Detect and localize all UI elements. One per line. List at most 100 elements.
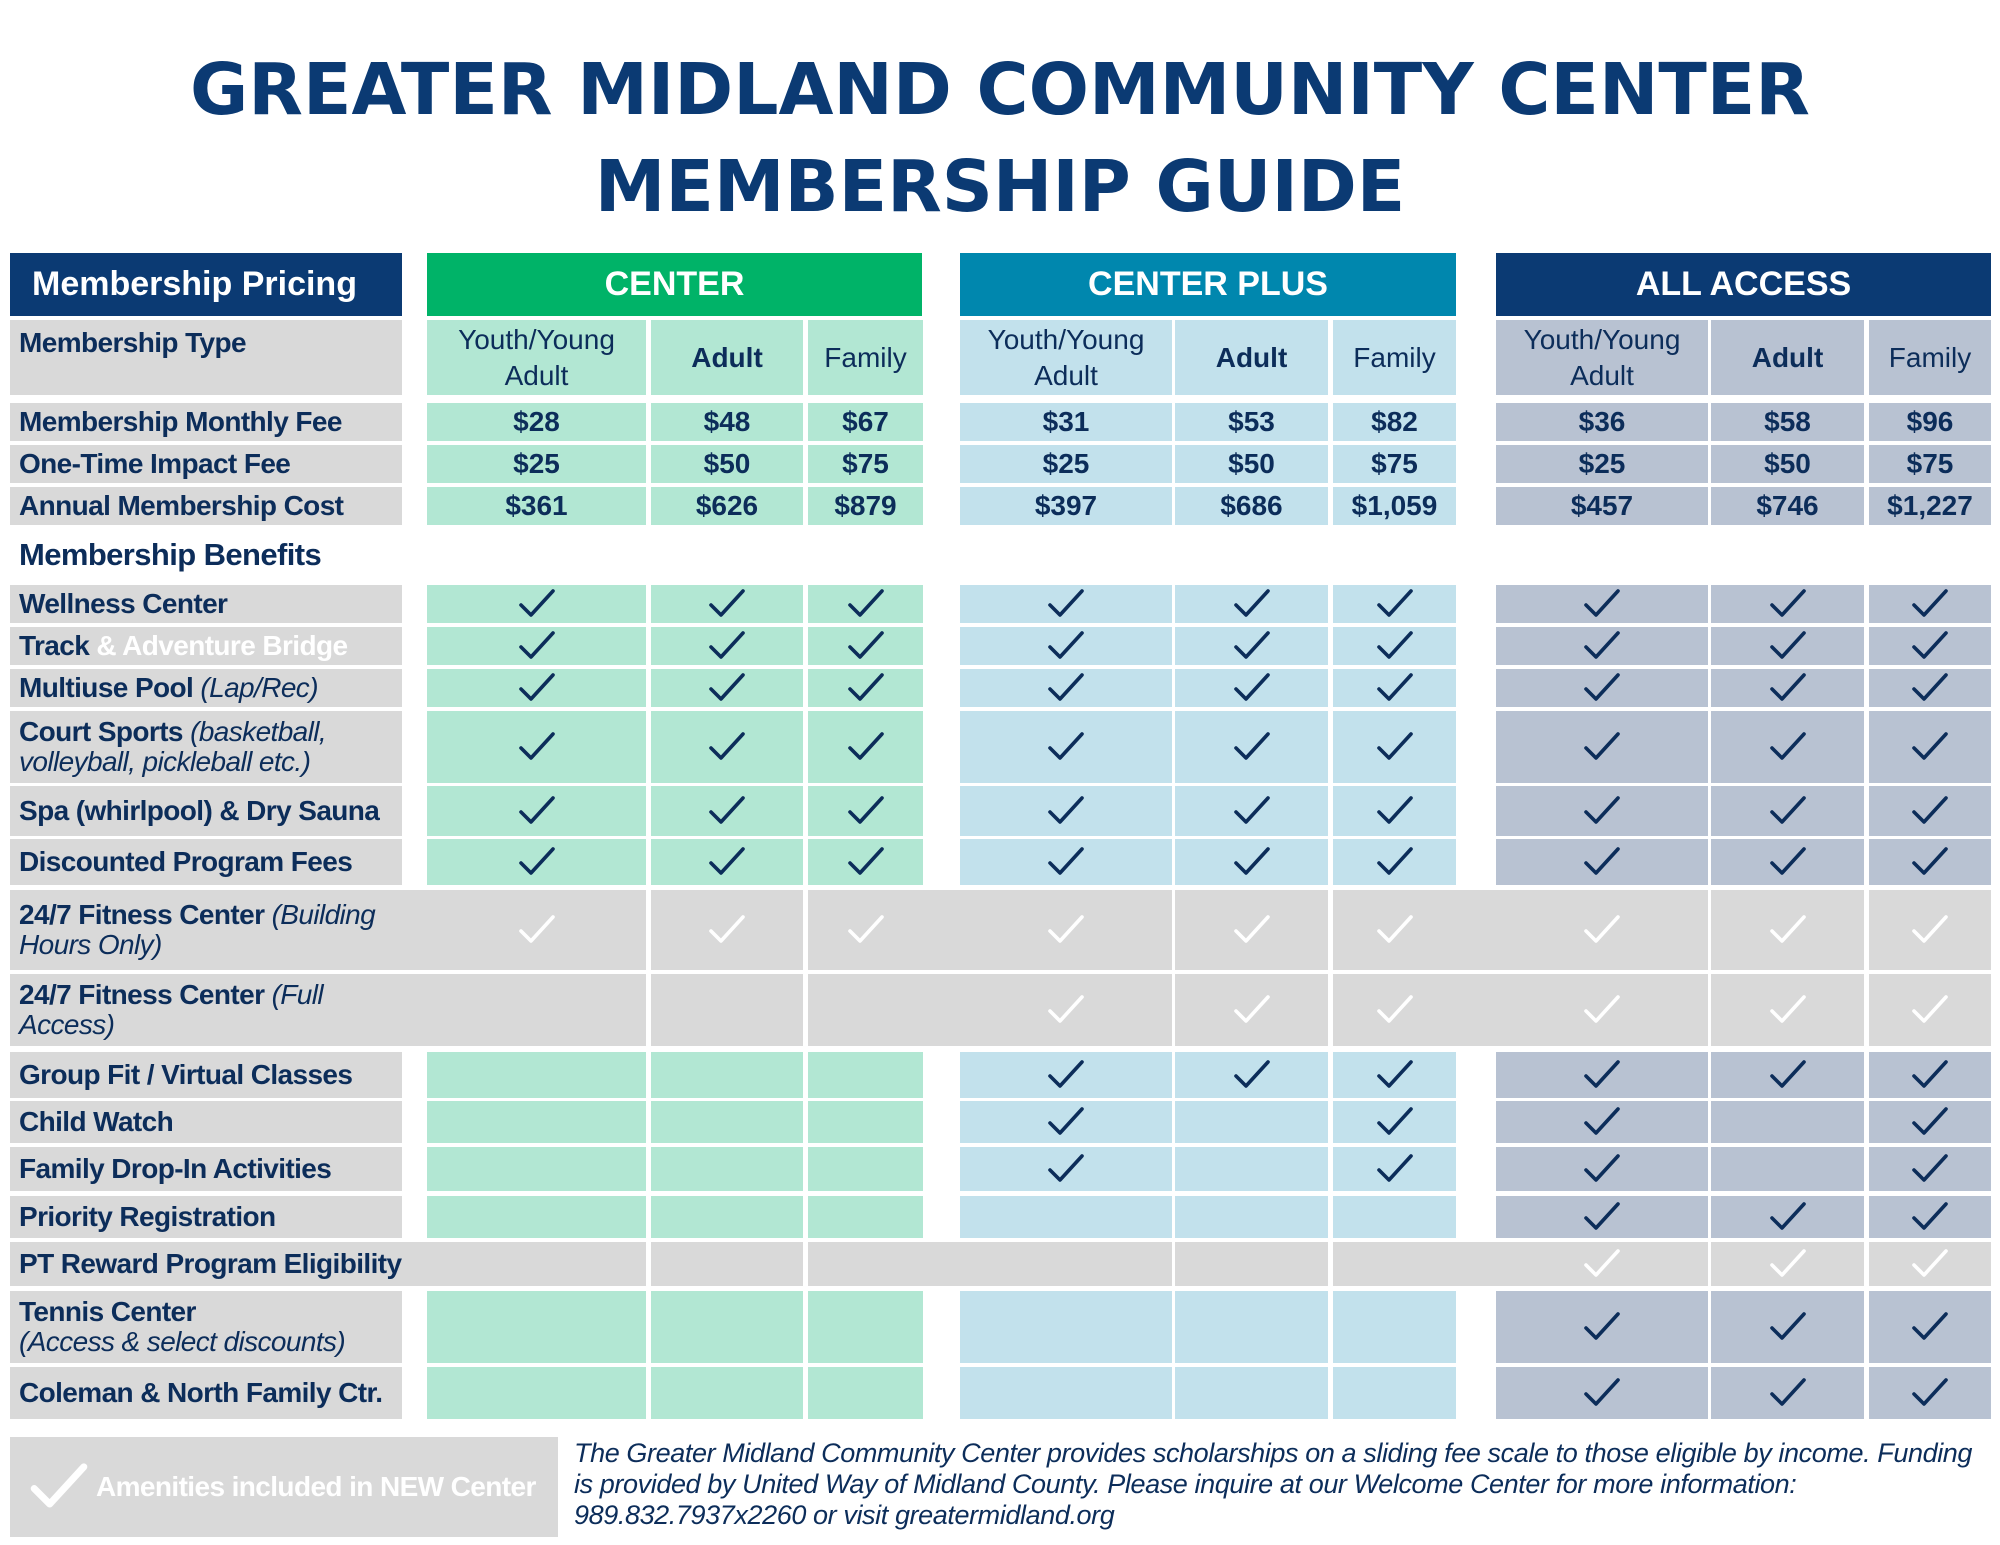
benefit-cell	[427, 1101, 646, 1143]
benefit-cell	[1869, 974, 1991, 1046]
check-icon	[1048, 847, 1084, 875]
check-icon	[1584, 732, 1620, 760]
type-line1: Family	[1888, 341, 1972, 373]
check-icon	[1048, 995, 1084, 1023]
benefit-cell	[1333, 1367, 1456, 1419]
gray-gap	[402, 974, 427, 1046]
benefit-cell	[960, 786, 1172, 836]
benefit-cell	[1175, 1147, 1328, 1191]
benefit-cell	[1496, 1291, 1708, 1363]
benefit-cell	[1333, 1196, 1456, 1238]
benefit-label-line: Child Watch	[19, 1107, 174, 1137]
type-cell: Family	[1333, 320, 1456, 395]
check-icon	[1048, 732, 1084, 760]
benefit-cell	[427, 1367, 646, 1419]
benefit-cell	[960, 1367, 1172, 1419]
benefit-cell	[651, 711, 803, 783]
benefit-cell	[808, 1242, 923, 1286]
check-icon	[1912, 995, 1948, 1023]
benefit-name: Track	[19, 630, 90, 661]
check-icon	[1769, 589, 1806, 617]
benefit-cell	[1496, 786, 1708, 836]
check-icon	[1769, 1312, 1806, 1340]
legend-box: Amenities included in NEW Center	[10, 1437, 558, 1537]
price-cell: $879	[808, 487, 923, 525]
benefit-note: (basketball,	[190, 716, 327, 747]
benefit-label-line: 24/7 Fitness Center (Full	[19, 980, 324, 1010]
benefit-label-line: PT Reward Program Eligibility	[19, 1249, 402, 1279]
benefit-name: 24/7 Fitness Center	[19, 899, 272, 930]
benefit-cell	[427, 711, 646, 783]
benefit-label: Family Drop-In Activities	[10, 1147, 402, 1191]
benefit-cell	[651, 585, 803, 623]
check-icon	[1912, 796, 1948, 824]
price-cell: $28	[427, 403, 646, 441]
benefit-cell	[651, 627, 803, 665]
benefit-cell	[1869, 786, 1991, 836]
benefit-label: 24/7 Fitness Center (Building Hours Only)	[10, 890, 402, 970]
benefit-cell	[1333, 1147, 1456, 1191]
price-cell: $75	[1869, 445, 1991, 483]
benefit-name: Group Fit / Virtual Classes	[19, 1059, 353, 1090]
benefit-cell	[960, 1242, 1172, 1286]
gray-gap	[1456, 890, 1496, 970]
benefit-cell	[427, 1242, 646, 1286]
type-cell: Youth/Young Adult	[427, 320, 646, 395]
type-line1: Adult	[1215, 341, 1288, 373]
benefit-cell	[1711, 1052, 1864, 1098]
check-icon	[1376, 995, 1413, 1023]
benefit-cell	[1711, 627, 1864, 665]
check-icon	[1376, 796, 1413, 824]
check-icon	[1912, 1154, 1948, 1182]
type-line2: Adult	[504, 359, 569, 391]
benefit-label: PT Reward Program Eligibility	[10, 1242, 402, 1286]
benefit-cell	[427, 1196, 646, 1238]
price-cell: $1,059	[1333, 487, 1456, 525]
check-icon	[518, 796, 555, 824]
check-icon	[1584, 1249, 1620, 1277]
check-icon	[1584, 1378, 1620, 1406]
benefit-name: Coleman & North Family Ctr.	[19, 1377, 383, 1408]
price-cell: $50	[1711, 445, 1864, 483]
benefit-name: Discounted Program Fees	[19, 846, 353, 877]
benefit-label: Tennis Center (Access & select discounts)	[10, 1291, 402, 1363]
check-icon	[1048, 796, 1084, 824]
benefit-cell	[1175, 585, 1328, 623]
benefit-label-line: Group Fit / Virtual Classes	[19, 1059, 353, 1090]
price-cell: $53	[1175, 403, 1328, 441]
benefit-cell	[651, 786, 803, 836]
benefit-cell	[427, 839, 646, 885]
benefit-label-line: Tennis Center	[19, 1297, 196, 1327]
benefit-note-line2: Access)	[19, 1009, 115, 1040]
benefit-cell	[1496, 974, 1708, 1046]
price-cell: $96	[1869, 403, 1991, 441]
gray-gap	[922, 890, 960, 970]
benefit-cell	[651, 1196, 803, 1238]
benefit-cell	[1333, 627, 1456, 665]
benefit-cell	[1333, 974, 1456, 1046]
benefit-label: Track & Adventure Bridge	[10, 627, 402, 665]
check-icon	[847, 796, 884, 824]
check-icon	[1376, 589, 1413, 617]
price-cell: $58	[1711, 403, 1864, 441]
benefit-label: Priority Registration	[10, 1196, 402, 1238]
benefit-cell	[808, 890, 923, 970]
check-icon	[709, 631, 745, 659]
benefit-cell	[1175, 1367, 1328, 1419]
check-icon	[1584, 1202, 1620, 1230]
benefit-label-line: Priority Registration	[19, 1202, 276, 1232]
legend-text: Amenities included in NEW Center	[96, 1471, 536, 1502]
benefit-cell	[427, 974, 646, 1046]
type-line2: Adult	[1034, 359, 1098, 391]
benefit-cell	[960, 627, 1172, 665]
benefit-label-line: Coleman & North Family Ctr.	[19, 1377, 383, 1408]
check-icon	[1769, 1060, 1806, 1088]
benefit-label: Spa (whirlpool) & Dry Sauna	[10, 786, 402, 836]
benefit-label: Coleman & North Family Ctr.	[10, 1367, 402, 1419]
check-icon	[1376, 631, 1413, 659]
check-icon	[1048, 589, 1084, 617]
benefit-cell	[651, 1101, 803, 1143]
benefit-cell	[1333, 1242, 1456, 1286]
benefit-name: Tennis Center	[19, 1296, 196, 1327]
price-cell: $75	[1333, 445, 1456, 483]
